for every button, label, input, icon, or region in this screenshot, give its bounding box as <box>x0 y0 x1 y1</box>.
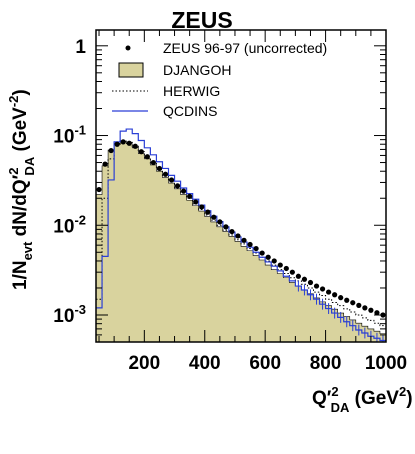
qcdins-line <box>96 128 386 342</box>
zeus-data-point <box>217 219 223 225</box>
x-tick-label: 200 <box>128 353 160 374</box>
zeus-data-point <box>301 276 308 282</box>
legend-label-djangoh: DJANGOH <box>163 62 231 78</box>
zeus-data-point <box>295 273 301 279</box>
zeus-data-point <box>356 302 362 308</box>
zeus-data-point <box>265 254 271 260</box>
zeus-data-point <box>193 199 199 205</box>
zeus-data-point <box>338 295 344 301</box>
zeus-data-point <box>205 209 211 215</box>
zeus-data-point <box>223 224 229 230</box>
zeus-data-point <box>283 265 289 272</box>
axes-group: 200 400 600 800 1000 1 10-1 10-2 10-3 <box>53 30 407 374</box>
legend: ZEUS 96-97 (uncorrected) DJANGOH HERWIG … <box>112 40 327 119</box>
zeus-data-point <box>162 171 169 177</box>
zeus-data-point <box>126 140 132 146</box>
zeus-data-point <box>199 204 205 210</box>
zeus-data-point <box>289 269 295 275</box>
zeus-data-point <box>108 147 114 154</box>
zeus-data-point <box>332 292 338 298</box>
zeus-data-point <box>259 250 265 256</box>
zeus-data-point <box>168 177 175 183</box>
zeus-data-point <box>374 310 380 316</box>
zeus-data-point <box>271 258 277 264</box>
zeus-data-point <box>120 139 126 145</box>
zeus-data-point <box>102 161 108 167</box>
zeus-data-point <box>368 307 374 313</box>
zeus-data-point <box>96 186 102 193</box>
y-tick-label: 10-1 <box>53 123 86 148</box>
plot-frame <box>95 29 387 343</box>
zeus-data-point <box>277 262 283 268</box>
series-zeus-group <box>96 139 386 318</box>
zeus-data-point <box>150 159 156 166</box>
legend-swatch-djangoh <box>118 62 144 78</box>
x-tick-label: 800 <box>310 353 342 374</box>
legend-label-qcdins: QCDINS <box>163 103 217 119</box>
zeus-data-point <box>241 237 247 243</box>
zeus-data-point <box>181 188 187 194</box>
y-tick-label: 1 <box>75 37 86 58</box>
zeus-data-point <box>326 289 332 295</box>
chart-title: ZEUS <box>171 7 232 33</box>
zeus-data-point <box>253 245 259 252</box>
zeus-data-point <box>132 143 138 149</box>
zeus-data-point <box>319 286 326 292</box>
zeus-data-point <box>156 165 163 172</box>
zeus-data-point <box>307 279 314 286</box>
zeus-data-point <box>235 233 241 239</box>
zeus-data-point <box>229 228 235 235</box>
zeus-data-point <box>138 149 144 155</box>
y-axis-label: 1/Nevt dN/dQ′2DA (GeV-2) <box>6 89 37 290</box>
series-qcdins-group <box>96 128 386 342</box>
x-tick-label: 600 <box>249 353 281 374</box>
zeus-data-point <box>144 154 150 160</box>
legend-label-zeus: ZEUS 96-97 (uncorrected) <box>163 40 327 56</box>
legend-marker-zeus <box>125 45 131 51</box>
x-tick-label: 400 <box>189 353 221 374</box>
y-tick-label: 10-2 <box>53 212 86 237</box>
y-tick-label: 10-3 <box>53 302 86 327</box>
zeus-data-point <box>362 305 368 311</box>
zeus-data-point <box>187 193 193 199</box>
zeus-data-point <box>174 183 181 189</box>
zeus-data-point <box>247 241 253 248</box>
legend-label-herwig: HERWIG <box>163 83 220 99</box>
zeus-data-point <box>313 283 320 289</box>
zeus-data-point <box>350 300 356 306</box>
x-tick-label: 1000 <box>365 353 407 374</box>
x-axis-label: Q′2 DA (GeV2) <box>312 384 413 415</box>
zeus-data-point <box>211 214 217 220</box>
zeus-data-point <box>114 141 120 147</box>
zeus-data-point <box>344 297 350 303</box>
